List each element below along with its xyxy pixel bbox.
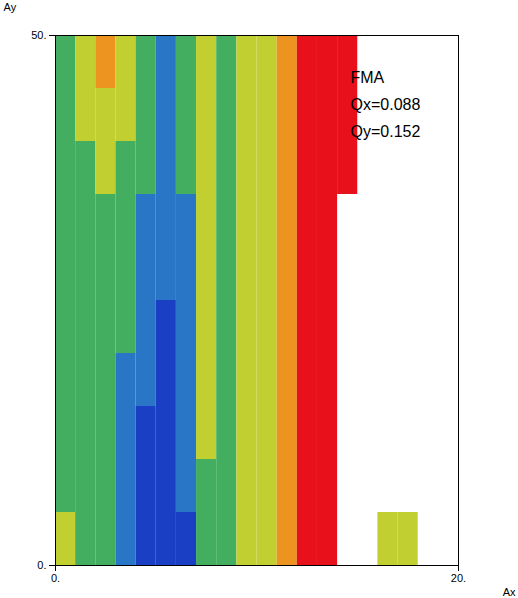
svg-text:FMAQx=0.088Qy=0.152: FMAQx=0.088Qy=0.152	[351, 69, 421, 140]
svg-text:0.: 0.	[37, 559, 46, 571]
svg-text:50.: 50.	[31, 29, 46, 41]
svg-text:0.: 0.	[51, 572, 60, 584]
svg-text:20.: 20.	[451, 572, 466, 584]
svg-text:Ax: Ax	[503, 586, 516, 598]
svg-text:Ay: Ay	[4, 1, 17, 13]
